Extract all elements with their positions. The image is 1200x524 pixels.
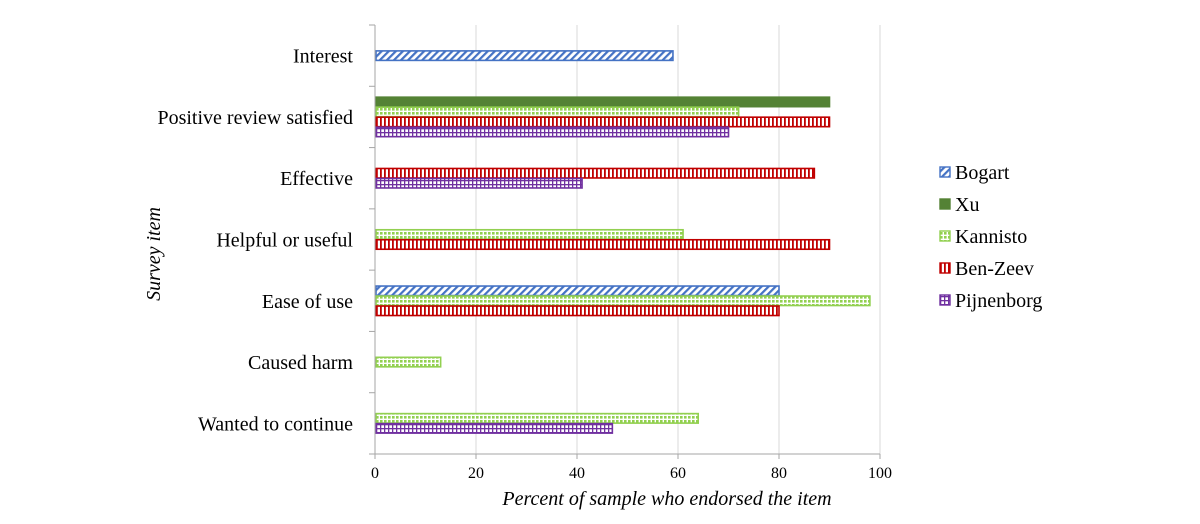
category-label-helpful-or-useful: Helpful or useful bbox=[216, 230, 353, 252]
legend-item-xu: Xu bbox=[939, 194, 979, 216]
bar-pijnenborg-effective bbox=[375, 177, 583, 189]
bar-ben-zeev-helpful-or-useful bbox=[375, 238, 831, 251]
bar-kannisto-helpful-or-useful bbox=[375, 228, 684, 241]
legend-item-pijnenborg: Pijnenborg bbox=[939, 290, 1042, 312]
category-label-interest: Interest bbox=[293, 46, 353, 68]
axes bbox=[369, 24, 881, 459]
bar-xu-positive-review-satisfied bbox=[375, 96, 831, 108]
legend: Bogart Xu Kannisto Ben-Zeev Pijnenborg bbox=[939, 162, 1042, 312]
legend-swatch-bogart bbox=[939, 166, 951, 178]
category-label-effective: Effective bbox=[280, 168, 353, 190]
x-tick-labels: 0 20 40 60 80 100 bbox=[371, 465, 892, 482]
bar-kannisto-ease-of-use bbox=[375, 295, 871, 307]
x-tick-label-80: 80 bbox=[771, 465, 787, 482]
legend-label-pijnenborg: Pijnenborg bbox=[955, 290, 1042, 312]
bar-ben-zeev-effective bbox=[375, 167, 816, 179]
bar-ben-zeev-ease-of-use bbox=[375, 305, 780, 317]
x-tick-label-60: 60 bbox=[670, 465, 686, 482]
x-tick-label-0: 0 bbox=[371, 465, 379, 482]
x-tick-label-40: 40 bbox=[569, 465, 585, 482]
legend-item-bogart: Bogart bbox=[939, 162, 1010, 184]
bar-bogart-interest bbox=[375, 50, 674, 62]
x-axis-title: Percent of sample who endorsed the item bbox=[501, 488, 831, 510]
category-label-ease-of-use: Ease of use bbox=[262, 291, 353, 313]
legend-swatch-pijnenborg bbox=[939, 294, 951, 306]
x-tick-label-100: 100 bbox=[868, 465, 892, 482]
bars bbox=[375, 50, 871, 434]
bar-pijnenborg-wanted-to-continue bbox=[375, 422, 614, 434]
legend-label-xu: Xu bbox=[955, 194, 979, 216]
legend-swatch-xu bbox=[939, 198, 951, 210]
category-label-caused-harm: Caused harm bbox=[248, 352, 353, 374]
bar-kannisto-caused-harm bbox=[375, 356, 442, 368]
legend-label-kannisto: Kannisto bbox=[955, 226, 1027, 248]
y-axis-title: Survey item bbox=[143, 207, 165, 301]
legend-label-ben-zeev: Ben-Zeev bbox=[955, 258, 1034, 280]
category-label-wanted-to-continue: Wanted to continue bbox=[198, 413, 353, 435]
category-label-positive-review-satisfied: Positive review satisfied bbox=[157, 107, 353, 129]
bar-bogart-ease-of-use bbox=[375, 285, 780, 297]
legend-item-ben-zeev: Ben-Zeev bbox=[939, 258, 1034, 280]
x-tick-label-20: 20 bbox=[468, 465, 484, 482]
category-labels: Interest Positive review satisfied Effecti… bbox=[157, 46, 353, 436]
legend-swatch-kannisto bbox=[939, 230, 951, 242]
legend-label-bogart: Bogart bbox=[955, 162, 1010, 184]
legend-item-kannisto: Kannisto bbox=[939, 226, 1027, 248]
bar-ben-zeev-positive-review-satisfied bbox=[375, 116, 831, 128]
legend-swatch-ben-zeev bbox=[939, 262, 951, 274]
bar-kannisto-positive-review-satisfied bbox=[375, 106, 740, 118]
bar-kannisto-wanted-to-continue bbox=[375, 412, 700, 424]
bar-pijnenborg-positive-review-satisfied bbox=[375, 126, 730, 138]
